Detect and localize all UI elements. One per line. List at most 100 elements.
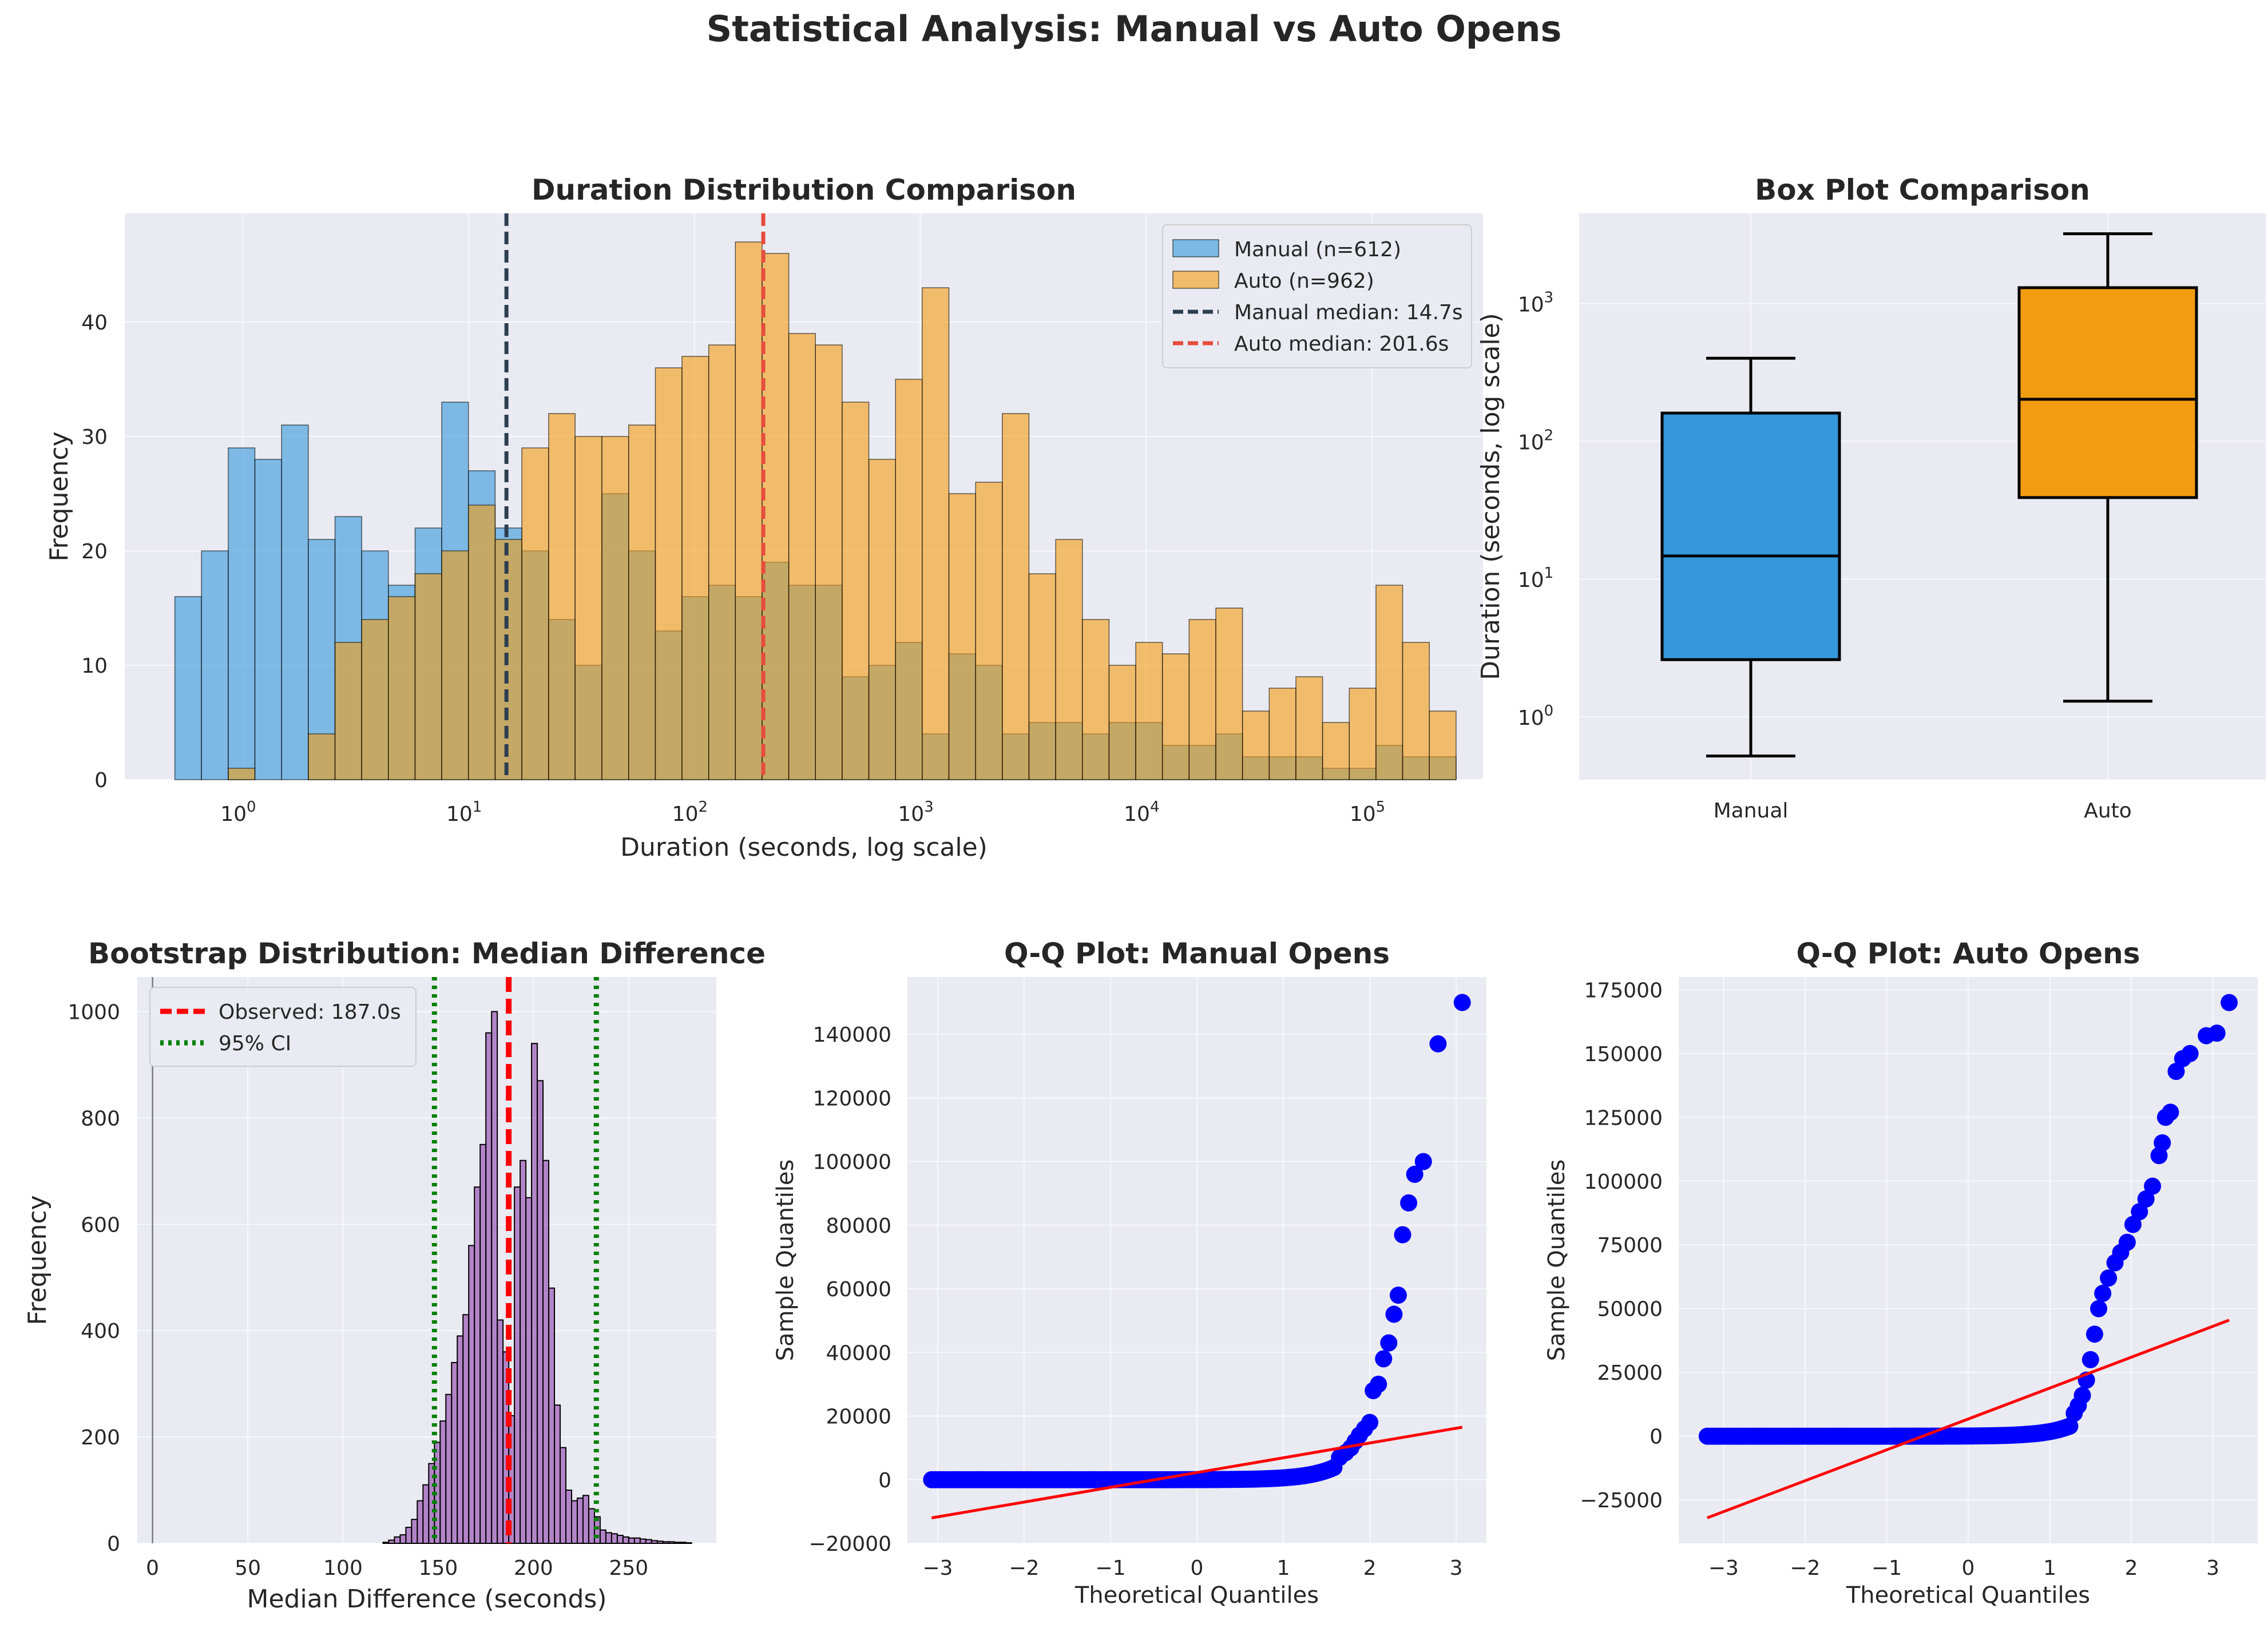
hist-legend-label: Auto median: 201.6s [1234,332,1449,356]
auto-hist-bar [494,539,522,780]
boot-xtick-label: 150 [419,1556,458,1580]
manual-hist-bar [174,596,202,780]
auto-hist-bar [815,344,843,780]
auto-category-label: Auto [2084,799,2132,823]
boot-ytick-label: 400 [81,1320,120,1343]
qq-manual-ytick-label: 60000 [826,1278,891,1301]
hist-ytick-label: 0 [94,769,108,792]
bootstrap-bar [554,1404,561,1544]
auto-hist-bar [1135,642,1163,780]
auto-hist-bar [762,253,790,780]
qq-manual-panel: Q-Q Plot: Manual Opens −20000 0 20000 40000 6… [772,937,1486,1609]
manual-category-label: Manual [1714,799,1789,823]
auto-hist-bar [922,287,950,780]
auto-hist-bar [708,344,736,780]
bootstrap-bar [417,1500,424,1544]
qq-manual-point [1400,1194,1418,1212]
auto-hist-bar [441,550,469,780]
qq-auto-xlabel: Theoretical Quantiles [1846,1582,2090,1609]
box-title: Box Plot Comparison [1755,173,2090,207]
bootstrap-bar [514,1186,521,1544]
bootstrap-bar [479,1143,487,1544]
bootstrap-bar [616,1535,624,1544]
hist-ytick-label: 20 [81,540,108,563]
auto-hist-bar [1055,539,1083,780]
bootstrap-bar [639,1538,647,1544]
bootstrap-bar [485,1032,493,1544]
bootstrap-bar [588,1508,595,1544]
qq-auto-panel: Q-Q Plot: Auto Opens −25000 0 25000 50000 750… [1544,937,2258,1609]
auto-hist-bar [414,573,442,780]
qq-manual-xtick-label: −1 [1095,1556,1125,1580]
hist-legend-box [1162,224,1472,368]
auto-hist-bar [1402,642,1430,780]
boot-xtick-label: 100 [323,1556,363,1580]
auto-box [2017,286,2198,499]
hist-xlabel: Duration (seconds, log scale) [620,833,988,862]
auto-hist-bar [868,459,896,780]
qq-auto-xtick-label: −2 [1790,1556,1820,1580]
qq-auto-point [2085,1325,2103,1343]
hist-xtick-label: 103 [898,799,933,826]
boot-ytick-label: 800 [81,1107,120,1130]
hist-xtick-label: 102 [672,799,708,826]
bootstrap-bar [468,1245,475,1544]
auto-hist-bar [1028,573,1056,780]
qq-manual-xtick-label: 1 [1277,1556,1290,1580]
qq-auto-reference-line [1707,1319,2230,1519]
bootstrap-bar [525,1197,533,1544]
bootstrap-bar [520,1160,527,1544]
hist-ylabel: Frequency [45,431,74,561]
boot-xlabel: Median Difference (seconds) [247,1585,606,1614]
hist-xtick-label: 104 [1124,799,1159,826]
qq-auto-ytick-label: 25000 [1597,1361,1663,1385]
qq-auto-point [2124,1216,2142,1233]
bootstrap-bar [388,1539,395,1544]
qq-auto-point [2208,1025,2226,1042]
qq-auto-xtick-label: 0 [1962,1556,1975,1580]
qq-manual-ylabel: Sample Quantiles [772,1160,799,1361]
auto-hist-bar [228,768,256,780]
hist-ytick-label: 30 [81,426,108,449]
qq-manual-ytick-label: 80000 [826,1214,891,1238]
qq-auto-point [2144,1177,2162,1195]
qq-manual-xtick-label: 3 [1450,1556,1463,1580]
boot-plot-area [137,977,716,1543]
qq-manual-point [1453,994,1471,1011]
boot-xtick-label: 0 [146,1556,159,1580]
bootstrap-bar [605,1532,612,1544]
bootstrap-bar [662,1541,669,1544]
auto-hist-bar [1108,665,1136,780]
qq-auto-xtick-label: 1 [2043,1556,2056,1580]
bootstrap-bar [405,1527,413,1544]
auto-hist-bar [1002,413,1030,780]
bootstrap-bar [474,1186,481,1544]
auto-hist-bar [468,505,496,780]
manual-hist-bar [254,459,282,780]
qq-manual-reference-line [931,1426,1463,1519]
bootstrap-bar [462,1314,470,1544]
qq-manual-point [1406,1165,1424,1183]
bootstrap-bar [571,1500,578,1544]
hist-ytick-label: 10 [81,654,108,678]
bootstrap-bar [445,1393,453,1544]
box-ytick-label: 101 [1518,565,1553,592]
qq-manual-point [1375,1350,1393,1368]
bootstrap-bar [531,1043,538,1544]
auto-hist-bar [1188,619,1216,780]
qq-auto-ytick-label: 150000 [1584,1043,1663,1066]
auto-hist-bar [1082,619,1110,780]
hist-xtick-label: 100 [220,799,256,826]
qq-auto-point [2090,1300,2108,1317]
auto-hist-bar [1161,653,1190,780]
bootstrap-panel: Bootstrap Distribution: Median Differenc… [23,937,766,1614]
qq-auto-ytick-label: 175000 [1584,979,1663,1002]
qq-auto-xtick-label: 3 [2206,1556,2219,1580]
figure-suptitle: Statistical Analysis: Manual vs Auto Ope… [707,8,1562,50]
qq-manual-ytick-label: −20000 [808,1532,891,1556]
auto-hist-bar [628,424,656,780]
qq-auto-ytick-label: 125000 [1584,1106,1663,1130]
auto-hist-bar [1242,710,1270,780]
qq-auto-point [2154,1134,2171,1151]
auto-hist-bar [975,482,1003,780]
